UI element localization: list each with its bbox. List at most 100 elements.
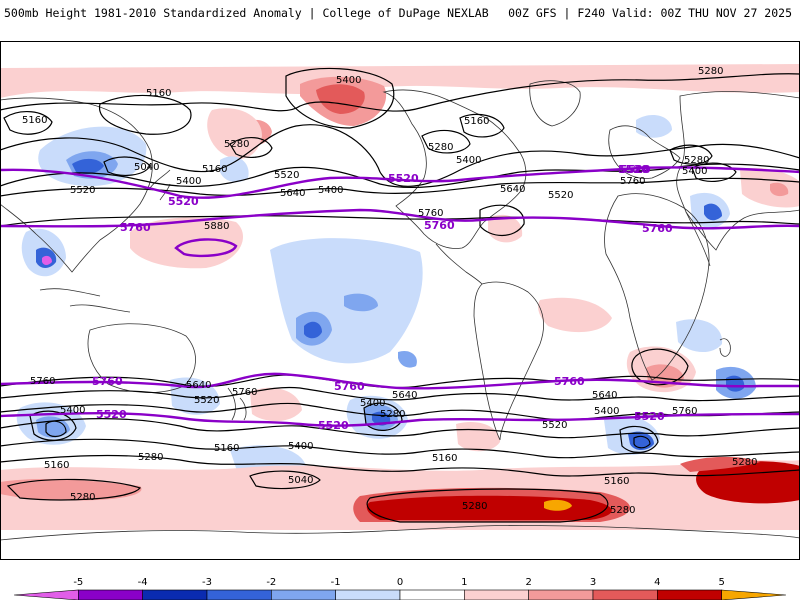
colorbar-tick-label: 5 [718,577,724,588]
label-5160: 5160 [146,88,171,99]
anomaly-africa-pos [538,297,612,333]
label-5040: 5040 [134,162,159,173]
anomaly-europe-neg [636,115,672,138]
label-5400: 5400 [60,405,85,416]
contour-5280-sub [229,137,273,158]
anomaly-trop-pac-core2 [304,321,322,339]
coast-new-zealand [227,387,247,421]
label-5520: 5520 [70,185,95,196]
label-5280: 5280 [138,452,163,463]
label-5520: 5520 [548,190,573,201]
label-5520-purple: 5520 [388,172,419,185]
colorbar-segment [721,589,787,600]
highlight-contours [0,166,800,427]
label-5160: 5160 [202,164,227,175]
label-5760: 5760 [672,406,697,417]
coast-greenland [529,80,581,127]
label-5400: 5400 [336,75,361,86]
anomaly-trop-pac-neg2 [344,293,378,312]
contour-5760-south [0,374,800,389]
label-5160: 5160 [44,460,69,471]
label-5400: 5400 [594,406,619,417]
contour-5160-b [3,111,53,135]
colorbar-tick-label: -2 [266,577,276,588]
purple-5520-north [0,166,800,199]
contour-5040-south [249,470,321,490]
label-5280: 5280 [698,66,723,77]
label-5880: 5880 [204,221,229,232]
anomaly-asia-neg-core [704,203,722,221]
label-5520: 5520 [542,420,567,431]
label-5760-purple: 5760 [424,219,455,232]
colorbar-segment [657,589,722,600]
contour-atl-high [479,204,525,237]
coast-europe [608,125,681,179]
contour-s-low-2b [633,435,651,449]
purple-5760-south [0,372,800,390]
label-5520-purple: 5520 [96,408,127,421]
label-5520: 5520 [274,170,299,181]
colorbar-tick-label: 0 [397,577,403,588]
colorbar-tick-label: 3 [590,577,596,588]
contour-5400-a [0,124,800,187]
purple-contour-labels: 5520 5520 5760 5520 5760 5520 5760 5760 … [92,163,673,432]
contour-5280-asia [669,144,713,165]
label-5760: 5760 [620,176,645,187]
anomaly-ne-asia-core [770,182,789,197]
purple-5880-ring [174,238,238,258]
contour-5160-a [99,94,192,135]
colorbar-segment [528,589,594,600]
label-5280: 5280 [70,492,95,503]
contour-5160-south [0,454,800,477]
anomaly-japan-neg [220,156,249,183]
label-5640: 5640 [500,184,525,195]
colorbar-tick-label: -4 [138,577,148,588]
label-5760-purple: 5760 [120,221,151,234]
label-5520-purple: 5520 [168,195,199,208]
label-5400: 5400 [288,441,313,452]
label-5280: 5280 [224,139,249,150]
coast-india [685,211,711,267]
contour-5520-south [0,402,800,421]
label-5760: 5760 [30,376,55,387]
colorbar-segment [142,589,208,600]
contour-5280-antarctic-2 [366,488,609,523]
contour-5400-b [285,67,395,129]
colorbar-tick-label: -1 [331,577,341,588]
colorbar-segment [206,589,272,600]
coast-africa [604,193,710,381]
colorbar: -5 -4 -3 -2 -1 0 1 2 3 4 5 [13,577,787,600]
label-5760-purple: 5760 [92,375,123,388]
label-5640: 5640 [592,390,617,401]
label-5160: 5160 [432,453,457,464]
colorbar-tick-label: -5 [73,577,83,588]
colorbar-tick-label: -3 [202,577,212,588]
anomaly-antarctic-pos7 [680,456,760,472]
label-5400: 5400 [176,176,201,187]
label-5280: 5280 [428,142,453,153]
label-5400: 5400 [682,166,707,177]
header-run-info: 00Z GFS | F240 Valid: 00Z THU NOV 27 202… [508,6,792,20]
black-contour-labels: 5160 5160 5040 5400 5520 5280 5400 5160 … [22,66,757,516]
label-5400: 5400 [456,155,481,166]
coast-south-america [473,281,544,441]
contour-5280-e [421,129,471,154]
label-5400: 5400 [318,185,343,196]
label-5400: 5400 [360,398,385,409]
anomaly-india-neg [676,319,723,353]
contour-s-low-1b [45,420,67,438]
contour-5280-antarctic [6,478,142,501]
colorbar-segment [592,589,658,600]
label-5160: 5160 [214,443,239,454]
label-5520-purple: 5520 [618,163,649,176]
contour-s-low-1 [29,410,77,441]
label-5280: 5280 [462,501,487,512]
coast-antarctica [0,525,800,541]
label-5640: 5640 [186,380,211,391]
label-5640: 5640 [280,188,305,199]
contour-5280-north [0,73,800,112]
coast-asia-west [0,97,153,273]
colorbar-segment [271,589,336,600]
colorbar-segment [335,589,401,600]
